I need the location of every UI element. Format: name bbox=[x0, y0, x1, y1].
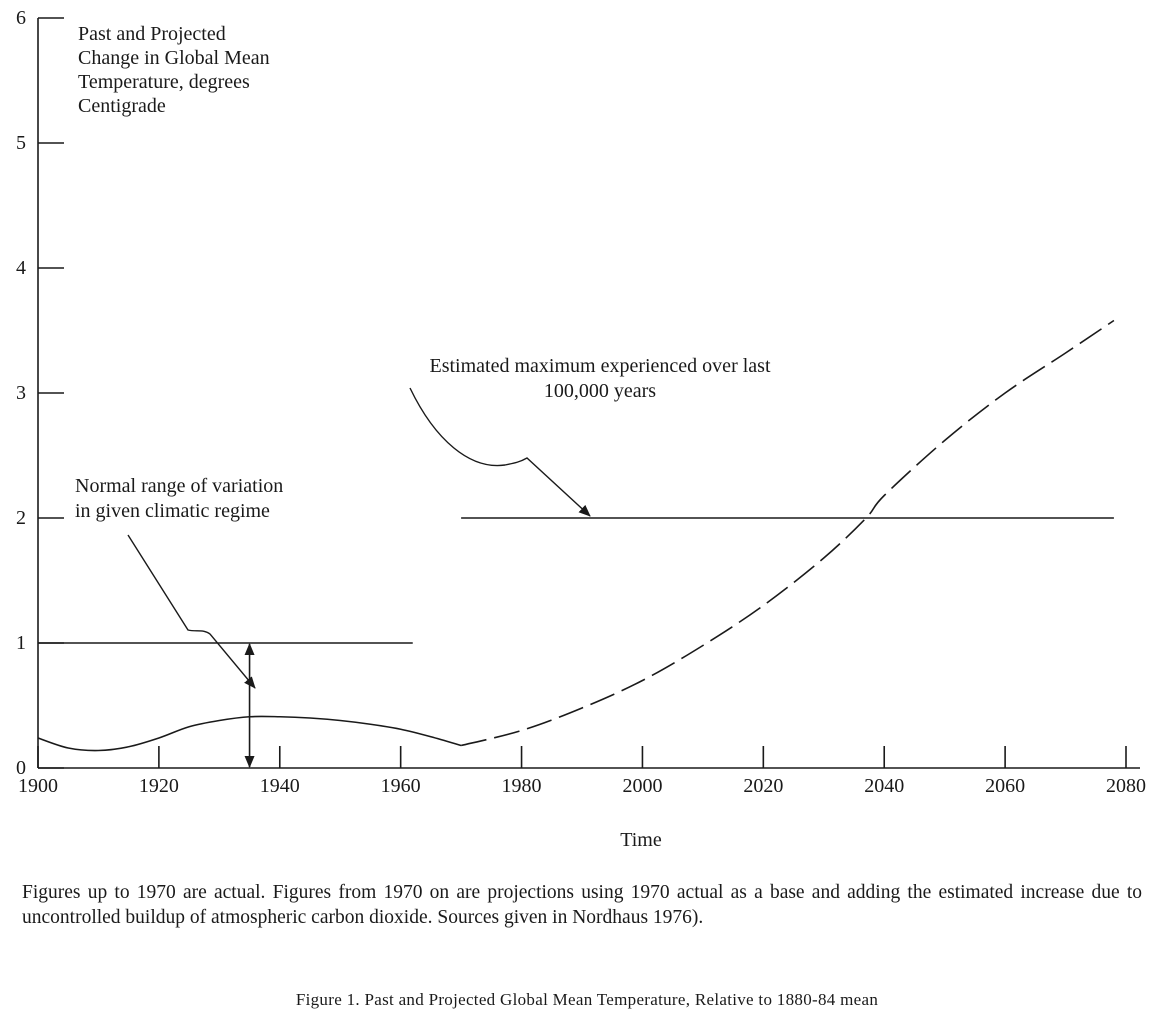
x-tick-label: 2040 bbox=[864, 775, 904, 797]
x-tick-label: 2020 bbox=[743, 775, 783, 797]
projected-temperature-line bbox=[460, 319, 1115, 747]
y-tick-label: 5 bbox=[16, 132, 26, 154]
annotation-maximum: Estimated maximum experienced over last 1… bbox=[430, 355, 771, 402]
leader-maximum bbox=[409, 387, 591, 517]
x-tick-label: 2080 bbox=[1106, 775, 1146, 797]
y-ticks: 0 1 2 3 4 5 6 bbox=[16, 7, 64, 779]
text-line: Past and Projected bbox=[78, 23, 226, 45]
text-line: 100,000 years bbox=[544, 380, 656, 402]
text-line: Temperature, degrees bbox=[78, 71, 250, 93]
y-tick-label: 1 bbox=[16, 632, 26, 654]
y-tick-label: 4 bbox=[16, 257, 26, 279]
x-axis-label: Time bbox=[620, 829, 662, 851]
figure-caption: Figures up to 1970 are actual. Figures f… bbox=[22, 882, 1142, 928]
leader-normal-range bbox=[127, 534, 256, 689]
temperature-chart: 0 1 2 3 4 5 6 1900 1920 1940 1960 1980 2000 2020 2040… bbox=[16, 7, 1146, 851]
text-line: in given climatic regime bbox=[75, 500, 270, 522]
x-tick-label: 1920 bbox=[139, 775, 179, 797]
y-tick-label: 2 bbox=[16, 507, 26, 529]
y-tick-label: 6 bbox=[16, 7, 26, 29]
figure-title: Figure 1. Past and Projected Global Mean… bbox=[295, 990, 879, 1009]
x-tick-label: 1980 bbox=[502, 775, 542, 797]
x-tick-label: 1960 bbox=[381, 775, 421, 797]
reference-lines bbox=[38, 517, 1114, 644]
text-line: Normal range of variation bbox=[75, 475, 283, 497]
x-tick-label: 1900 bbox=[18, 775, 58, 797]
x-tick-label: 1940 bbox=[260, 775, 300, 797]
x-ticks: 1900 1920 1940 1960 1980 2000 2020 2040 2060 2080 bbox=[18, 746, 1146, 797]
x-tick-label: 2060 bbox=[985, 775, 1025, 797]
text-line: Centigrade bbox=[78, 95, 166, 117]
annotation-normal-range: Normal range of variation in given climat… bbox=[75, 475, 283, 522]
text-line: Change in Global Mean bbox=[78, 47, 270, 69]
text-line: Estimated maximum experienced over last bbox=[430, 355, 771, 377]
x-tick-label: 2000 bbox=[622, 775, 662, 797]
y-tick-label: 3 bbox=[16, 382, 26, 404]
chart-title: Past and Projected Change in Global Mean T… bbox=[78, 23, 270, 117]
y-tick-label: 0 bbox=[16, 757, 26, 779]
